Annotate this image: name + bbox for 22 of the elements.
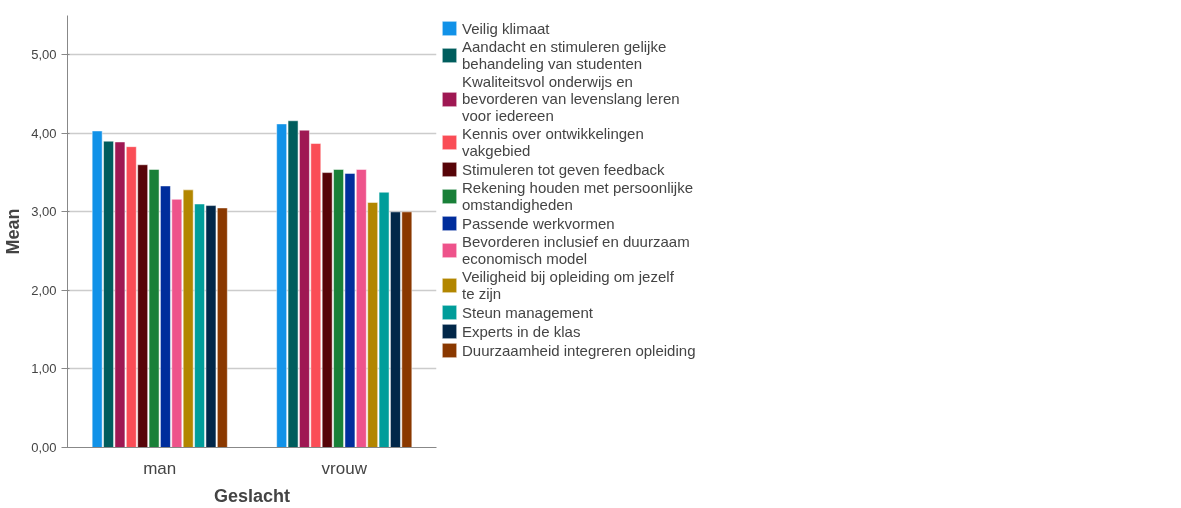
y-tick-label: 2,00 xyxy=(31,282,57,298)
y-tick-label: 3,00 xyxy=(31,204,57,220)
legend-label: Passende werkvormen xyxy=(462,214,615,232)
y-tick-label: 0,00 xyxy=(31,440,57,455)
legend-label: Bevorderen inclusief en duurzaam economisch model xyxy=(462,233,690,267)
legend-label: Rekening houden met persoonlijke omstandigheden xyxy=(462,179,693,213)
x-axis-title: Geslacht xyxy=(213,485,291,506)
y-tick-label: 4,00 xyxy=(31,125,57,141)
legend-label: Aandacht en stimuleren gelijke behandeling van studenten xyxy=(462,38,667,72)
legend-label: Veiligheid bij opleiding om jezelf te zijn xyxy=(462,268,674,302)
legend-label: Duurzaamheid integreren opleiding xyxy=(462,341,696,359)
legend-label: Veilig klimaat xyxy=(462,19,550,37)
legend-label: Experts in de klas xyxy=(462,322,581,340)
x-tick-label: man xyxy=(143,458,177,478)
legend-label: Steun management xyxy=(462,303,593,321)
legend-label: Stimuleren tot geven feedback xyxy=(462,160,665,178)
legend-label: Kwaliteitsvol onderwijs en bevorderen van levenslang leren voor iedereen xyxy=(462,73,680,124)
y-axis-title: Mean xyxy=(3,208,24,255)
y-tick-label: 5,00 xyxy=(31,47,57,63)
x-tick-label: vrouw xyxy=(321,458,368,478)
legend-label: Kennis over ontwikkelingen vakgebied xyxy=(462,125,644,159)
y-tick-label: 1,00 xyxy=(31,361,57,377)
